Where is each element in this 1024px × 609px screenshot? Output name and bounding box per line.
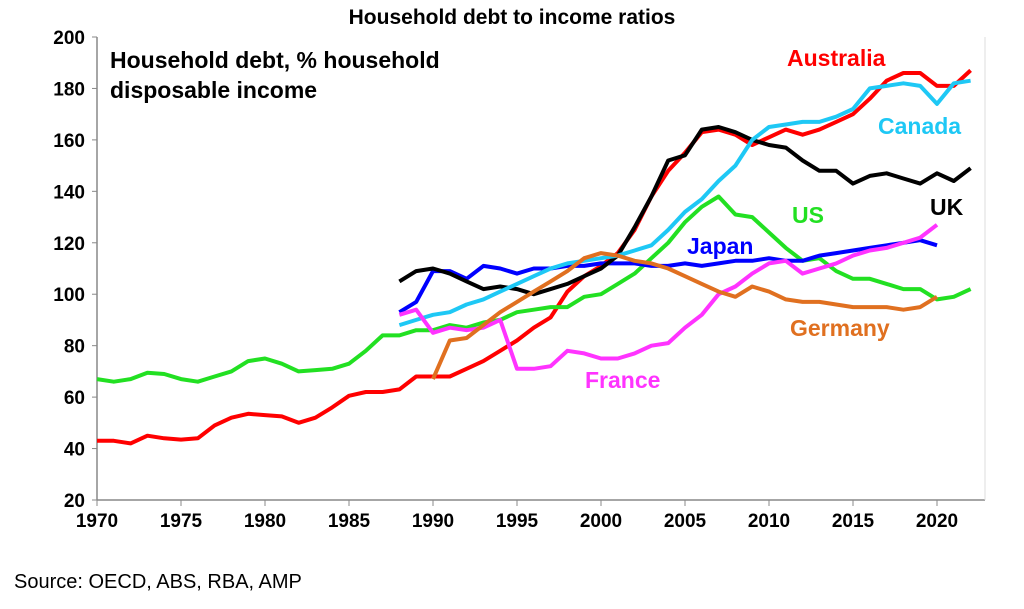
chart-subtitle-line2: disposable income [110,77,317,103]
chart-subtitle-line1: Household debt, % household [110,47,440,73]
series-label-canada: Canada [878,113,961,139]
series-label-france: France [585,367,660,393]
x-tick-label: 1985 [328,511,371,532]
x-tick-label: 1970 [76,511,118,532]
source-note: Source: OECD, ABS, RBA, AMP [14,571,302,593]
x-tick-label: 2000 [580,511,622,532]
x-tick-label: 1990 [412,511,454,532]
y-tick-label: 160 [53,131,85,152]
series-label-japan: Japan [687,233,753,259]
series-line-japan [398,238,938,314]
series-label-us: US [792,202,824,228]
x-tick-label: 1995 [496,511,539,532]
series-line-australia [97,68,972,446]
x-tick-label: 1975 [160,511,203,532]
series-line-canada [398,78,971,328]
x-tick-label: 1980 [244,511,286,532]
x-tick-label: 2020 [916,511,958,532]
x-tick-label: 2015 [832,511,875,532]
y-tick-label: 20 [64,491,85,512]
x-tick-label: 2010 [748,511,790,532]
y-tick-label: 60 [64,388,85,409]
y-tick-label: 100 [53,285,85,306]
series-label-uk: UK [930,194,964,220]
series-line-germany [431,251,939,380]
y-tick-label: 120 [53,234,85,255]
y-tick-label: 140 [53,182,85,203]
y-tick-label: 40 [64,440,85,461]
y-tick-label: 80 [64,337,85,358]
series-line-uk [398,125,972,297]
series-label-germany: Germany [790,315,890,341]
y-tick-label: 180 [53,79,85,100]
x-tick-label: 2005 [664,511,707,532]
series-label-australia: Australia [787,45,886,71]
series-line-us [96,194,972,384]
series-line-france [398,223,939,371]
chart-title: Household debt to income ratios [349,6,676,29]
y-tick-label: 200 [53,28,85,49]
